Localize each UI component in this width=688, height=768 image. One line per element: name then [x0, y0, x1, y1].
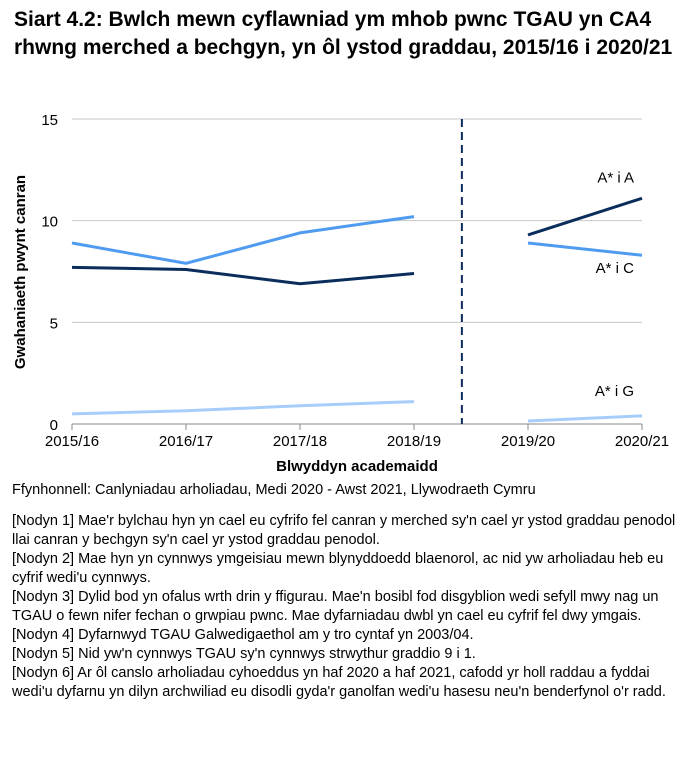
source-text: Ffynhonnell: Canlyniadau arholiadau, Med…: [12, 482, 536, 498]
notes: [Nodyn 1] Mae'r bylchau hyn yn cael eu c…: [12, 512, 682, 702]
y-tick-label: 0: [50, 417, 58, 434]
x-tick-label: 2015/16: [45, 433, 99, 450]
series-line: [71, 400, 415, 416]
series-line: [527, 414, 643, 423]
series-line: [527, 196, 643, 237]
series-label: A* i C: [596, 260, 635, 277]
note-3: [Nodyn 3] Dylid bod yn ofalus wrth drin …: [12, 589, 659, 624]
y-tick-label: 10: [41, 214, 58, 231]
series-line: [71, 265, 415, 286]
x-axis-label: Blwyddyn academaidd: [276, 458, 438, 475]
note-1: [Nodyn 1] Mae'r bylchau hyn yn cael eu c…: [12, 513, 676, 548]
series-line: [71, 215, 415, 265]
x-tick-label: 2018/19: [387, 433, 441, 450]
x-tick-label: 2020/21: [615, 433, 669, 450]
y-axis-label: Gwahaniaeth pwynt canran: [12, 175, 29, 369]
x-tick-label: 2017/18: [273, 433, 327, 450]
x-tick-label: 2016/17: [159, 433, 213, 450]
line-chart: 0 5 10 15 2015/16 2016/17 2017/18 2018/19 2019/2…: [12, 112, 669, 475]
chart-title: Siart 4.2: Bwlch mewn cyflawniad ym mhob…: [14, 8, 673, 59]
note-6: [Nodyn 6] Ar ôl canslo arholiadau cyhoed…: [12, 665, 666, 700]
y-tick-label: 15: [41, 112, 58, 129]
x-tick-label: 2019/20: [501, 433, 555, 450]
series-line: [527, 241, 643, 257]
y-tick-label: 5: [50, 315, 58, 332]
note-2: [Nodyn 2] Mae hyn yn cynnwys ymgeisiau m…: [12, 551, 664, 586]
note-4: [Nodyn 4] Dyfarnwyd TGAU Galwedigaethol …: [12, 627, 474, 643]
series-label: A* i A: [597, 169, 634, 186]
series-label: A* i G: [595, 383, 634, 400]
note-5: [Nodyn 5] Nid yw'n cynnwys TGAU sy'n cyn…: [12, 646, 476, 662]
